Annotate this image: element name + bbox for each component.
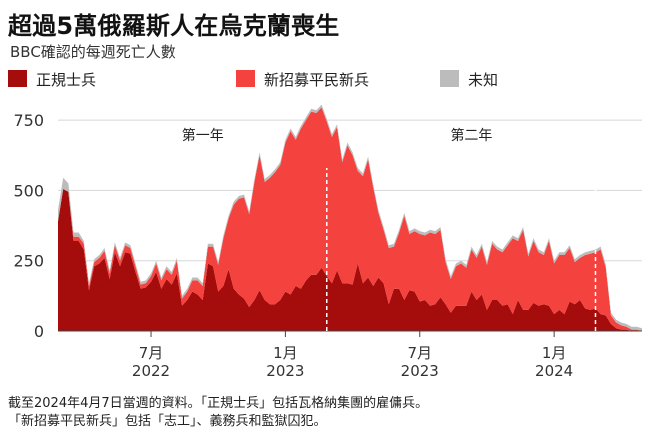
x-tick-year-label: 2024	[535, 362, 573, 380]
area-series-regular	[58, 188, 642, 331]
legend-swatch-recruits	[236, 70, 255, 87]
x-tick-month-label: 1月	[542, 344, 567, 362]
x-tick-year-label: 2023	[266, 362, 304, 380]
y-tick-label: 500	[13, 181, 44, 200]
year-annotation-label: 第一年	[182, 127, 224, 144]
area-series-unknown	[58, 104, 642, 331]
y-tick-label: 750	[13, 111, 44, 130]
x-tick-month-label: 1月	[273, 344, 298, 362]
footnote-line-1: 截至2024年4月7日當週的資料。「正規士兵」包括瓦格納集團的雇傭兵。	[8, 396, 429, 411]
y-tick-label: 250	[13, 252, 44, 271]
x-tick-year-label: 2023	[401, 362, 439, 380]
chart-legend: 正規士兵 新招募平民新兵 未知	[8, 70, 628, 89]
area-series-recruits	[58, 107, 642, 331]
legend-label-regular: 正規士兵	[36, 71, 97, 89]
legend-swatch-regular	[8, 70, 27, 87]
y-tick-label: 0	[34, 322, 44, 341]
footnote-line-2: 「新招募平民新兵」包括「志工」、義務兵和監獄囚犯。	[8, 414, 327, 429]
chart-title: 超過5萬俄羅斯人在烏克蘭喪生	[8, 12, 340, 40]
chart-subtitle: BBC確認的每週死亡人數	[10, 43, 176, 61]
x-tick-year-label: 2022	[132, 362, 170, 380]
year-annotation-label: 第二年	[450, 127, 492, 144]
legend-label-unknown: 未知	[468, 71, 499, 89]
footnote: 截至2024年4月7日當週的資料。「正規士兵」包括瓦格納集團的雇傭兵。 「新招募…	[8, 395, 656, 431]
legend-label-recruits: 新招募平民新兵	[264, 71, 370, 89]
x-tick-month-label: 7月	[139, 344, 164, 362]
legend-swatch-unknown	[440, 70, 459, 87]
x-tick-month-label: 7月	[407, 344, 432, 362]
